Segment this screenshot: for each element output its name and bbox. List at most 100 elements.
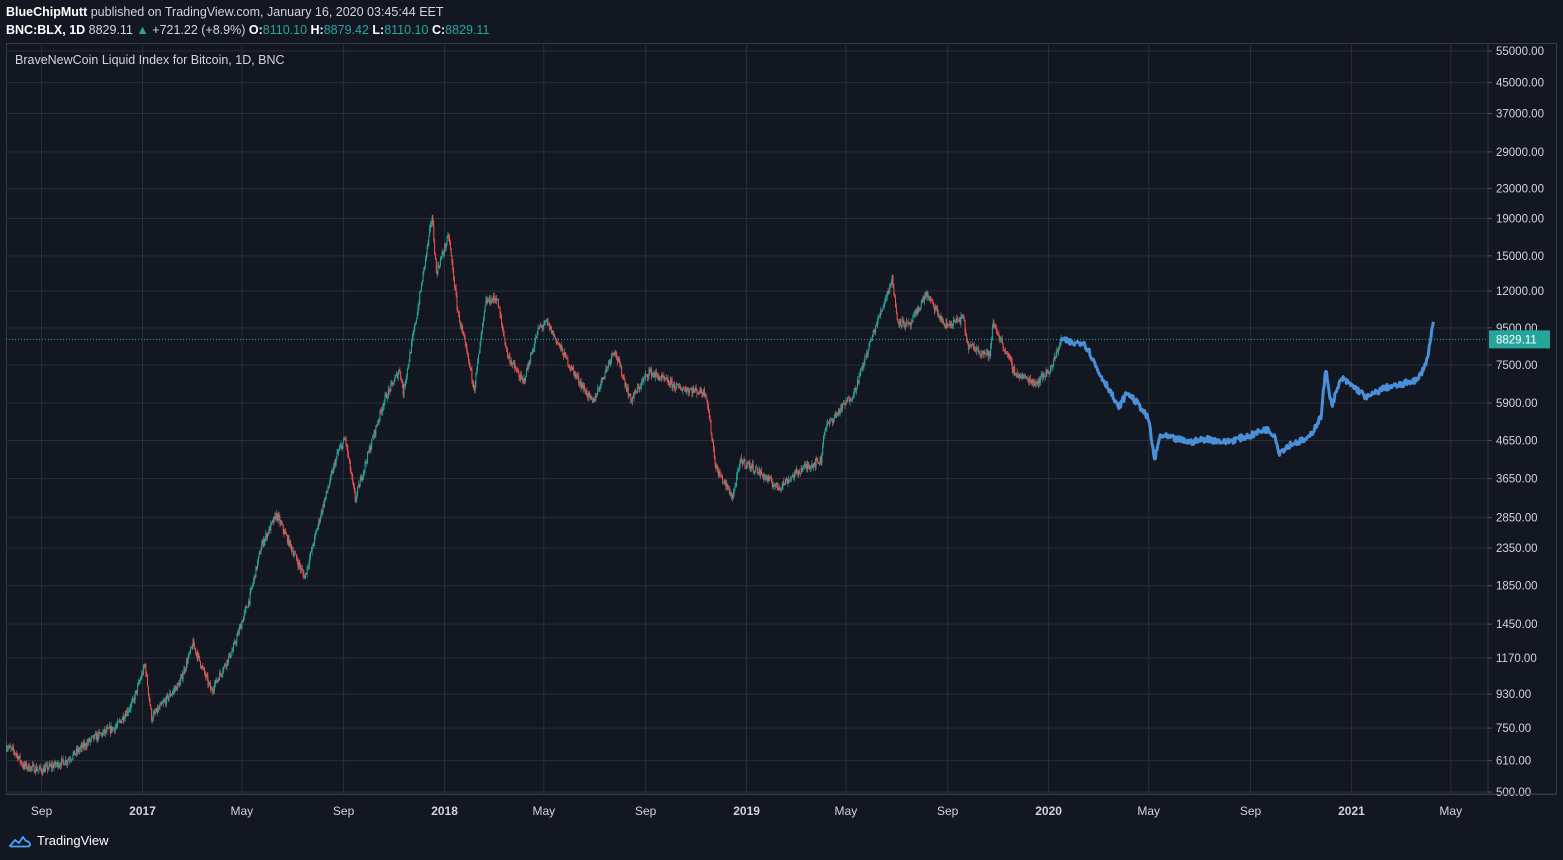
candle-body: [66, 761, 68, 764]
candle-body: [387, 389, 389, 398]
candle-body: [123, 718, 125, 721]
price-chart[interactable]: 500.00 610.00 750.00 930.00 1170.00 1450.00 18…: [6, 43, 1557, 824]
ohlc-line: BNC:BLX, 1D 8829.11 ▲ +721.22 (+8.9%) O:…: [6, 22, 489, 39]
candle-body: [495, 299, 497, 302]
chart-frame[interactable]: 500.00 610.00 750.00 930.00 1170.00 1450.00 18…: [6, 43, 1557, 824]
candle-body: [1016, 372, 1018, 377]
candle-body: [388, 389, 390, 391]
candle-body: [18, 755, 20, 758]
candle-body: [900, 324, 902, 326]
candle-body: [370, 446, 372, 451]
candle-body: [329, 475, 331, 483]
candle-body: [647, 376, 649, 378]
candle-body: [961, 315, 963, 317]
candle-body: [651, 373, 653, 377]
candle-body: [859, 371, 861, 376]
candle-body: [125, 714, 127, 717]
tradingview-cloud-icon[interactable]: [8, 832, 32, 848]
candle-body: [824, 428, 826, 432]
candle-body: [379, 410, 381, 420]
candle-body: [447, 235, 449, 238]
candle-body: [942, 321, 944, 323]
candle-body: [562, 349, 564, 356]
candle-body: [635, 390, 637, 392]
candle-body: [500, 314, 502, 318]
candle-body: [381, 410, 383, 412]
candle-body: [649, 370, 651, 372]
candle-body: [149, 698, 151, 706]
candle-body: [142, 666, 144, 675]
candle-body: [994, 326, 996, 327]
candle-body: [542, 326, 544, 328]
candle-body: [282, 524, 284, 531]
candle-body: [782, 481, 784, 486]
candle-body: [925, 294, 927, 298]
candle-body: [10, 747, 12, 749]
candle-body: [840, 405, 842, 410]
candle-body: [195, 652, 197, 654]
candle-body: [377, 420, 379, 424]
candle-body: [87, 742, 89, 743]
candle-body: [1014, 366, 1016, 376]
candle-body: [677, 384, 679, 386]
candle-body: [73, 750, 75, 754]
candle-body: [1041, 373, 1043, 376]
candle-body: [722, 476, 724, 483]
candle-body: [526, 368, 528, 370]
candle-body: [705, 394, 707, 397]
candle-body: [68, 759, 70, 761]
candle-body: [84, 743, 86, 747]
candle-body: [324, 496, 326, 500]
candle-body: [310, 551, 312, 558]
candle-body: [189, 652, 191, 653]
x-tick-label: 2018: [431, 804, 458, 818]
candle-body: [680, 389, 682, 391]
author-name[interactable]: BlueChipMutt: [6, 5, 88, 19]
candle-body: [707, 399, 709, 407]
candle-body: [224, 664, 226, 666]
candle-body: [243, 612, 245, 617]
candle-body: [212, 690, 214, 692]
candle-body: [209, 683, 211, 690]
candle-body: [251, 587, 253, 589]
footer-brand[interactable]: TradingView: [37, 832, 109, 848]
candle-body: [271, 522, 273, 524]
candle-body: [970, 345, 972, 346]
candle-body: [335, 457, 337, 466]
candle-body: [535, 337, 537, 343]
candle-body: [294, 553, 296, 555]
candle-body: [718, 471, 720, 476]
candle-body: [1017, 376, 1019, 378]
candle-body: [396, 373, 398, 378]
candle-body: [312, 545, 314, 547]
candle-body: [429, 223, 431, 229]
candle-body: [947, 323, 949, 325]
candle-body: [883, 303, 885, 308]
candle-body: [289, 540, 291, 547]
candle-body: [610, 359, 612, 364]
candle-body: [817, 460, 819, 462]
candle-body: [751, 465, 753, 468]
candle-body: [919, 307, 921, 311]
candle-body: [276, 513, 278, 520]
candle-body: [1059, 344, 1061, 346]
candle-body: [566, 357, 568, 359]
candle-body: [1000, 339, 1002, 342]
candle-body: [579, 382, 581, 385]
candle-body: [278, 515, 280, 518]
candle-body: [313, 543, 315, 546]
candle-body: [14, 752, 16, 754]
publish-line: BlueChipMutt published on TradingView.co…: [6, 4, 489, 21]
candle-body: [766, 477, 768, 481]
candle-body: [957, 318, 959, 321]
candle-body: [334, 462, 336, 466]
candle-body: [639, 387, 641, 390]
candle-body: [371, 438, 373, 447]
candle-body: [1044, 376, 1046, 377]
candle-body: [349, 460, 351, 470]
candle-body: [993, 322, 995, 327]
candle-body: [449, 237, 451, 243]
candle-body: [417, 306, 419, 315]
candle-body: [395, 375, 397, 378]
candle-body: [717, 470, 719, 476]
